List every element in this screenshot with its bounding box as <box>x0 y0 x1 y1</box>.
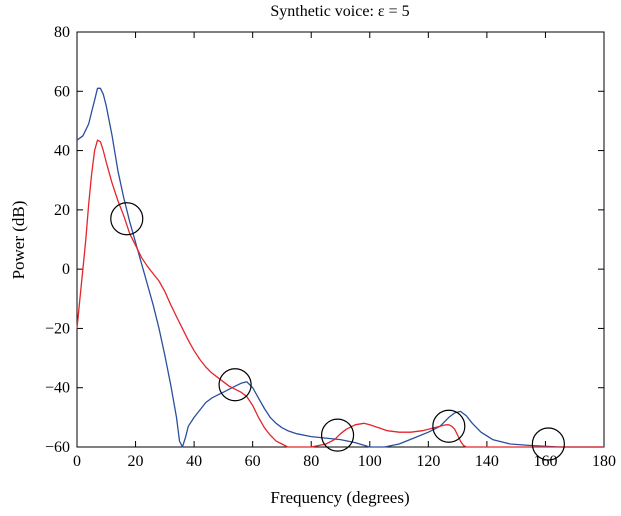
x-tick-label: 40 <box>186 453 202 470</box>
annotation-circle <box>110 202 144 236</box>
x-tick-label: 80 <box>303 453 319 470</box>
y-tick-label: −40 <box>45 380 70 397</box>
series-lines <box>76 87 604 448</box>
annotation-circle <box>432 409 466 443</box>
annotation-circle <box>531 427 565 461</box>
annotation-circles <box>110 202 565 461</box>
x-tick-label: 60 <box>245 453 261 470</box>
y-tick-label: −20 <box>45 320 70 337</box>
y-tick-label: 0 <box>62 261 70 278</box>
plot-frame-box <box>76 31 605 448</box>
y-tick-label: 60 <box>54 83 70 100</box>
x-tick-label: 100 <box>358 453 382 470</box>
y-tick-label: −60 <box>45 439 70 456</box>
plot-frame <box>76 31 605 448</box>
x-tick-label: 0 <box>73 453 81 470</box>
y-tick-label: 40 <box>54 143 70 160</box>
x-axis-label: Frequency (degrees) <box>270 488 409 507</box>
annotation-circle <box>320 418 355 452</box>
axis-ticks: 0 20 40 60 80 100 120 140 160 180−60−40−200204060… <box>45 24 616 470</box>
series-line-2 <box>76 139 604 448</box>
series-line-1 <box>76 87 604 448</box>
annotation-circle <box>218 368 252 402</box>
x-tick-label: 120 <box>416 453 440 470</box>
y-tick-label: 20 <box>54 202 70 219</box>
x-tick-label: 180 <box>592 453 616 470</box>
y-axis-label: Power (dB) <box>9 201 28 280</box>
x-tick-label: 140 <box>475 453 499 470</box>
chart-title: Synthetic voice: ε = 5 <box>270 3 409 20</box>
y-tick-label: 80 <box>54 24 70 41</box>
x-tick-label: 20 <box>128 453 144 470</box>
